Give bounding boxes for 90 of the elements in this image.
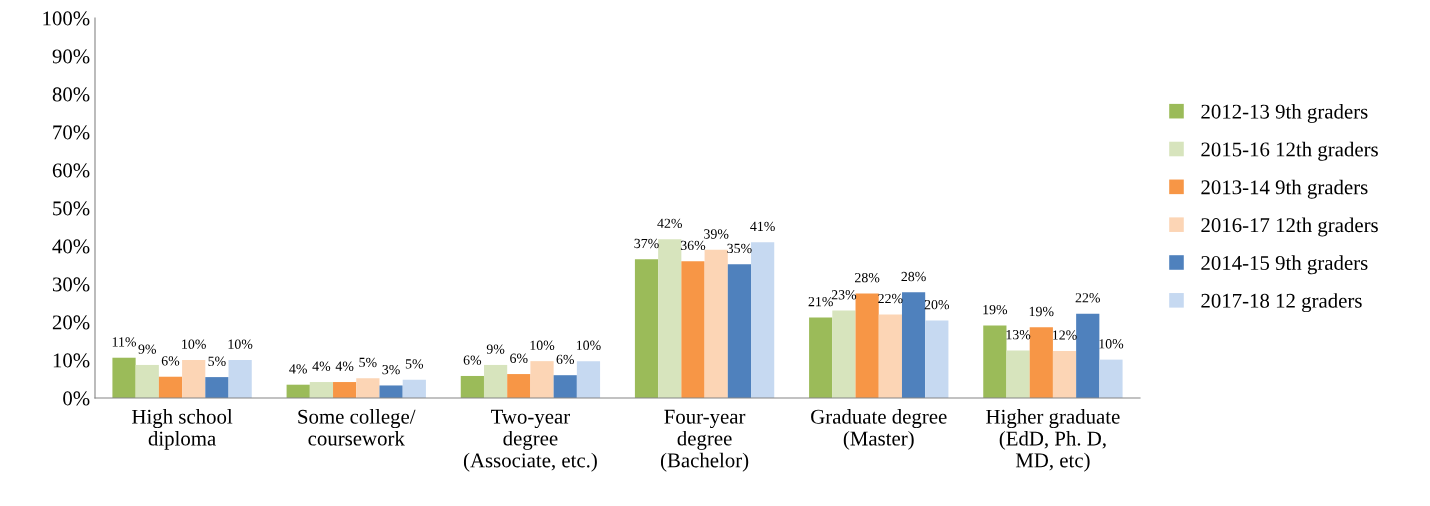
bar [878,314,902,398]
y-tick-label: 100% [43,11,90,26]
bar [681,261,705,398]
data-label: 6% [463,355,482,365]
bar [158,376,183,398]
data-label: 36% [680,240,706,251]
bar [112,357,136,398]
legend-label: 2015-16 12th graders [1201,141,1378,161]
data-label: 22% [1075,293,1101,303]
bar [576,361,601,398]
legend-label: 2014-15 9th graders [1201,255,1368,275]
bar [553,375,577,398]
bar [460,375,484,398]
data-label: 9% [486,344,505,354]
x-tick-label: High school diploma [132,409,233,450]
data-label: 10% [182,339,206,349]
data-label: 3% [382,364,400,375]
data-label: 39% [704,229,729,239]
data-label: 10% [530,340,555,351]
bar [832,310,856,398]
bar [135,364,159,398]
bar [925,320,949,398]
data-label: 9% [138,344,157,354]
bar [855,293,879,398]
y-tick-label: 0% [63,391,90,406]
data-label: 6% [510,353,528,363]
bar [205,377,229,398]
data-label: 10% [228,339,253,349]
y-tick-label: 20% [52,315,90,330]
bar [228,360,252,398]
legend-label: 2012-13 9th graders [1201,104,1368,123]
data-label: 21% [808,296,833,307]
x-tick-label: Four-year degree (Bachelor) [660,409,749,472]
y-tick-label: 80% [52,87,90,102]
bar [901,292,926,398]
data-label: 28% [901,271,926,282]
data-label: 11% [112,337,137,347]
data-label: 5% [208,356,226,366]
bar [1029,327,1053,398]
bar [402,379,426,398]
bar [751,242,775,398]
bar [1076,313,1100,398]
y-tick-label: 70% [53,125,90,140]
data-label: 28% [855,272,880,283]
bar [704,249,728,398]
bar [483,364,508,398]
data-label: 23% [831,290,857,300]
data-label: 5% [405,359,424,369]
y-tick-label: 90% [52,49,90,64]
data-label: 4% [335,361,354,371]
bar [1052,350,1077,398]
data-label: 41% [750,221,775,232]
x-tick-label: Two-year degree (Associate, etc.) [463,409,597,472]
legend-label: 2016-17 12th graders [1201,217,1378,237]
y-tick-label: 60% [52,163,90,178]
bar [983,325,1007,398]
data-label: 6% [556,354,575,365]
data-label: 19% [983,304,1008,315]
x-tick-label: Graduate degree (Master) [811,409,947,450]
bar [1099,359,1123,398]
data-label: 10% [1099,339,1124,349]
bar [309,382,334,398]
bar [634,259,659,398]
bar [1006,350,1030,398]
bar [356,378,380,398]
x-tick-label: Some college/ coursework [298,409,416,446]
bar [333,382,357,398]
legend-label: 2017-18 12 graders [1201,293,1362,313]
data-label: 4% [289,364,307,374]
y-tick-label: 50% [53,201,90,216]
bar [379,385,403,398]
bar [658,239,682,398]
data-label: 6% [161,356,180,366]
y-tick-label: 30% [52,277,90,292]
x-tick-label: Higher graduate (EdD, Ph. D, MD, etc) [986,409,1120,472]
y-tick-label: 40% [52,239,90,254]
bar [809,317,833,398]
data-label: 42% [657,218,683,229]
data-label: 37% [634,238,659,249]
data-label: 4% [312,361,331,371]
data-label: 19% [1029,306,1054,317]
bar [727,264,752,398]
data-label: 5% [359,357,377,368]
y-tick-label: 10% [53,353,90,368]
legend-label: 2013-14 9th graders [1201,179,1368,199]
bar [530,361,554,398]
bar [507,374,531,398]
data-label: 35% [727,243,752,254]
bar [182,360,206,398]
data-label: 10% [576,340,601,351]
